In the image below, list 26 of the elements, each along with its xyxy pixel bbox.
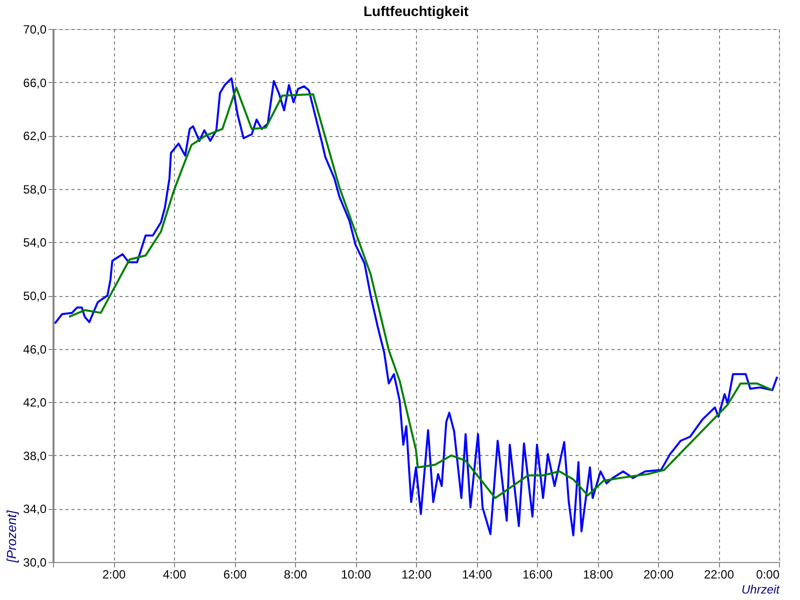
x-tick-label: 16:00	[522, 568, 553, 582]
y-tick-label: 42,0	[23, 396, 47, 410]
x-tick-label: 2:00	[102, 568, 126, 582]
y-tick-label: 62,0	[23, 129, 47, 144]
x-tick-label: 10:00	[340, 568, 372, 582]
y-tick-label: 46,0	[23, 342, 47, 356]
y-tick-label: 70,0	[23, 22, 47, 36]
y-tick-label: 38,0	[23, 448, 47, 463]
y-tick-label: 58,0	[23, 182, 47, 196]
x-axis-title: Uhrzeit	[741, 582, 780, 596]
x-tick-label: 4:00	[162, 568, 186, 582]
x-tick-label: 12:00	[401, 568, 432, 582]
x-tick-label: 0:00	[756, 568, 780, 582]
x-tick-label: 14:00	[462, 568, 492, 582]
x-tick-label: 8:00	[284, 568, 308, 582]
x-tick-label: 18:00	[582, 568, 614, 582]
y-tick-label: 50,0	[23, 289, 47, 303]
chart-title: Luftfeuchtigkeit	[364, 3, 469, 19]
x-tick-label: 20:00	[643, 568, 674, 582]
y-tick-label: 30,0	[23, 556, 47, 570]
y-tick-label: 66,0	[23, 76, 47, 90]
y-tick-label: 34,0	[23, 502, 47, 516]
y-axis-title: [Prozent]	[4, 510, 20, 564]
x-tick-label: 6:00	[223, 568, 247, 582]
y-tick-label: 54,0	[23, 236, 47, 250]
x-tick-label: 22:00	[704, 568, 734, 582]
